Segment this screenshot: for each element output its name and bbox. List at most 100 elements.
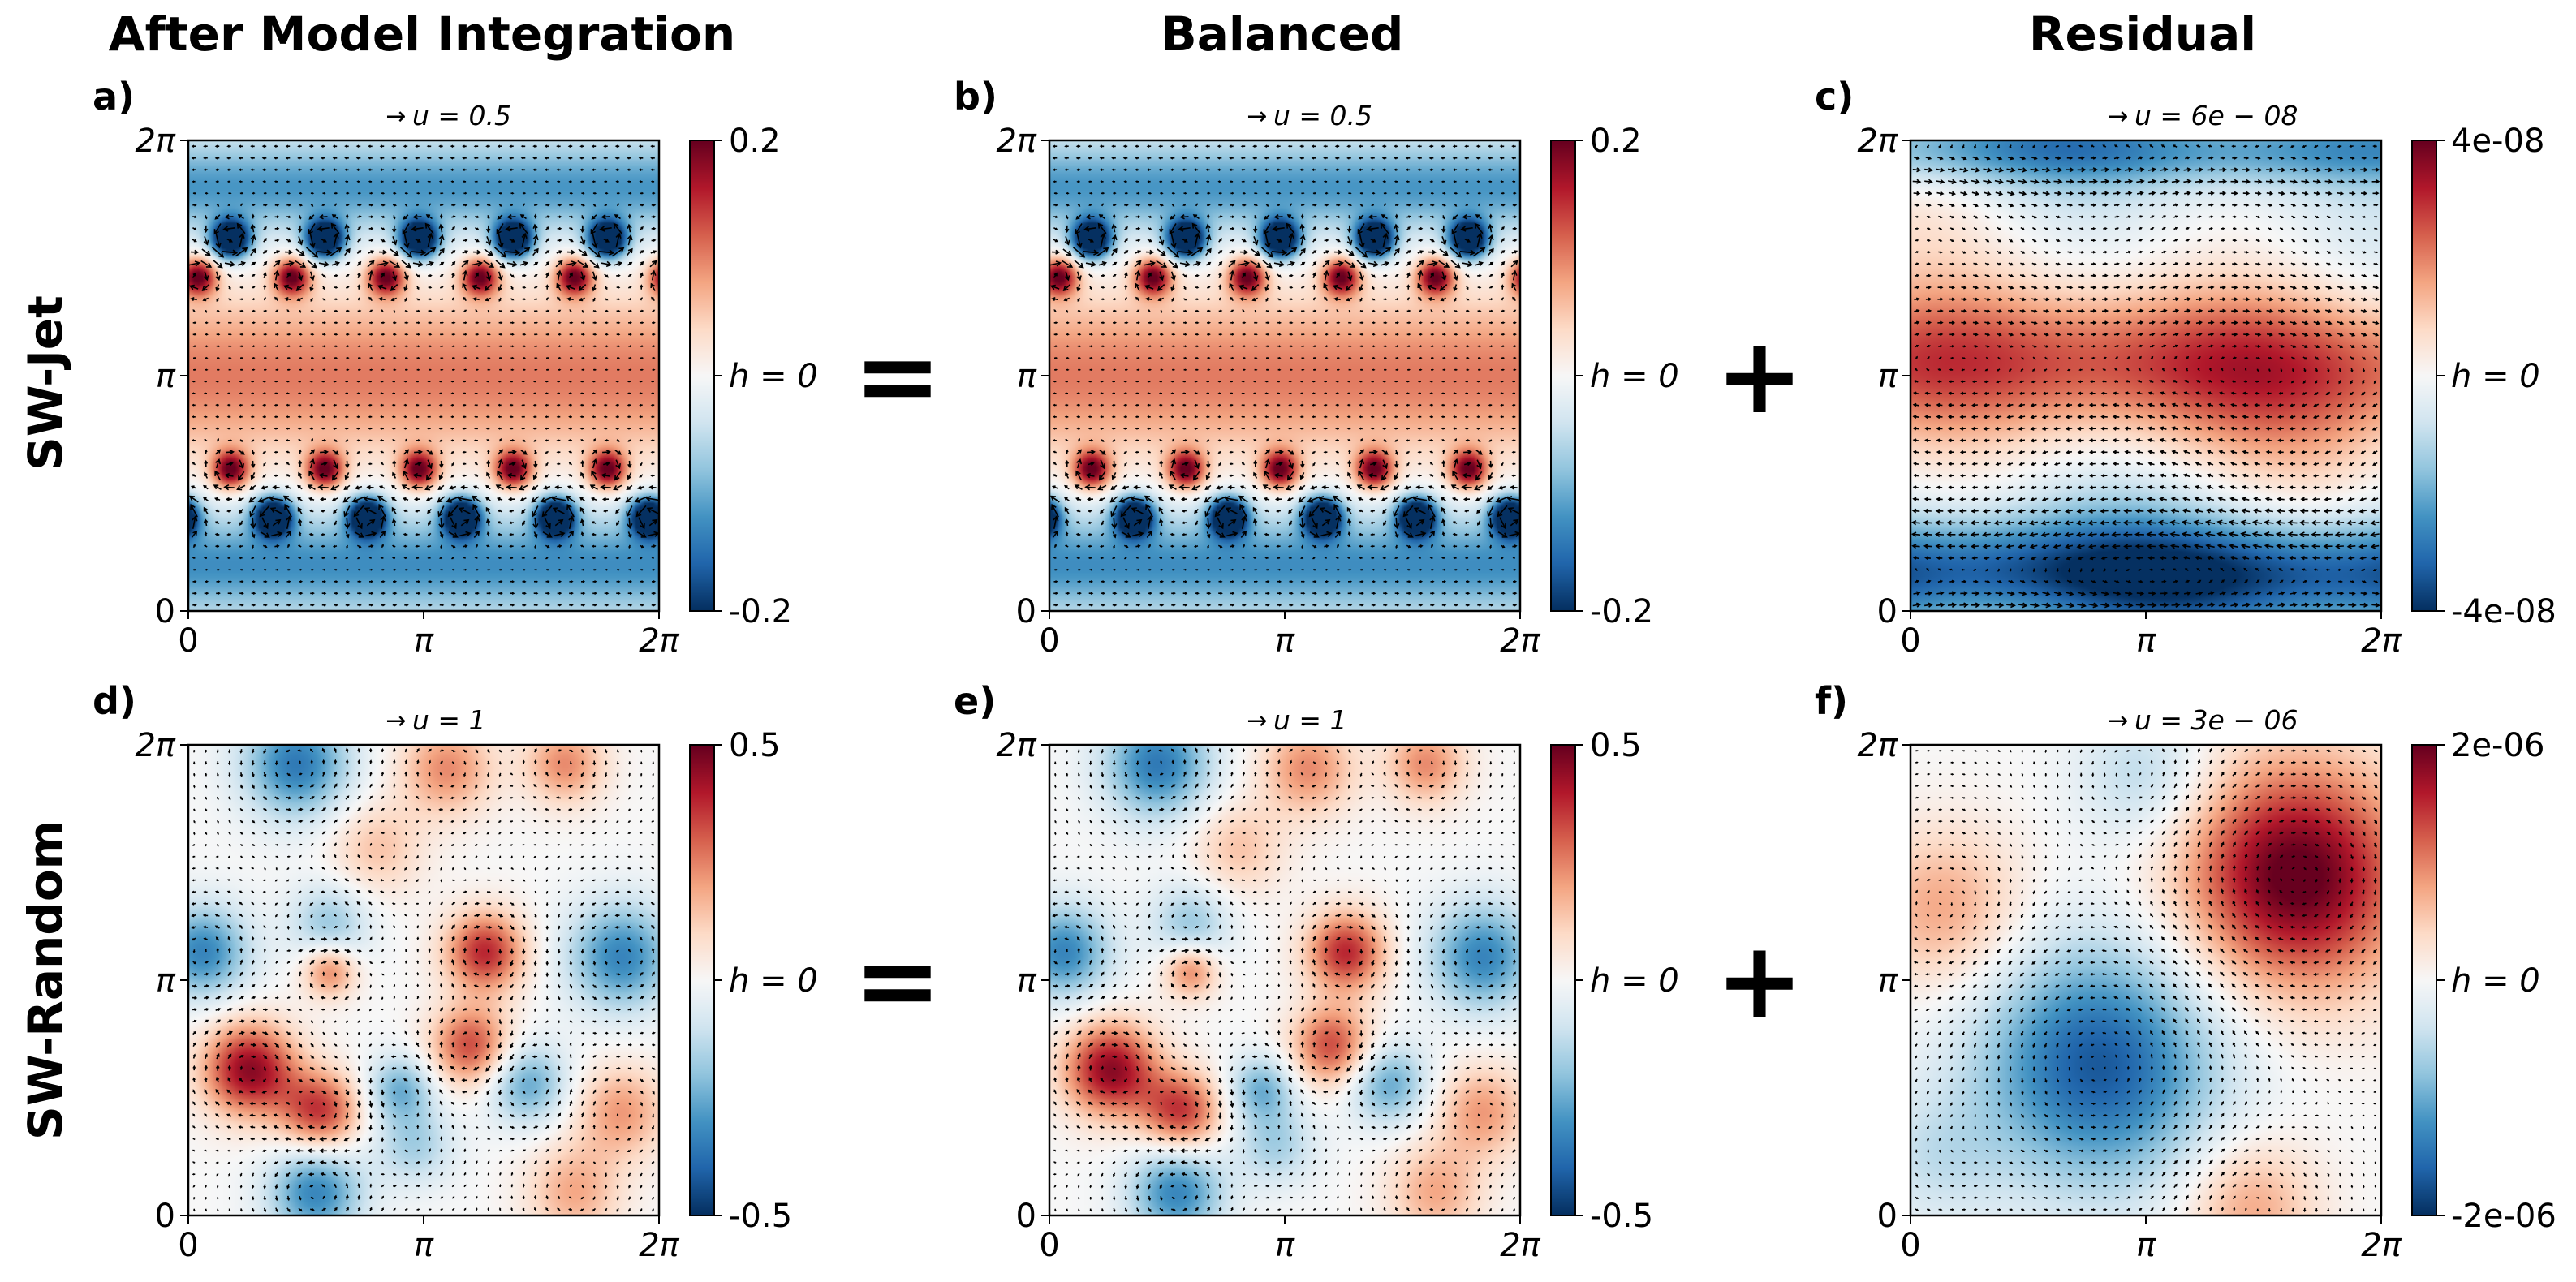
- heatmap-random: [188, 745, 659, 1215]
- colorbar: 0.2 h = 0 -0.2: [689, 123, 818, 630]
- colorbar-gradient: [1551, 745, 1575, 1215]
- panel-label: c): [1815, 75, 1854, 118]
- x-tick-label: 2π: [639, 1227, 679, 1264]
- quiver-key-label: u = 1: [1273, 704, 1347, 736]
- colorbar-gradient: [1551, 140, 1575, 611]
- quiver-key-label: u = 3e − 06: [2134, 704, 2298, 736]
- colorbar-tick-label: 0.2: [1590, 123, 1642, 160]
- x-tick-label: π: [1275, 1227, 1295, 1264]
- heatmap-random: [1049, 745, 1520, 1215]
- panel-b: 00 π π 2π 2π b) → u = 0.5 0.2 h = 0 -0.2: [954, 75, 1679, 660]
- colorbar-tick-label: h = 0: [2451, 358, 2540, 395]
- x-tick-label: 0: [1900, 622, 1920, 660]
- colorbar-tick-label: h = 0: [1590, 358, 1679, 395]
- quiver-arrows: [1052, 747, 1517, 1213]
- colorbar-gradient: [2412, 140, 2436, 611]
- panel-label: e): [954, 679, 996, 723]
- quiver-key-arrow: →: [2108, 707, 2128, 735]
- x-tick-label: 0: [178, 1227, 198, 1264]
- quiver-path: [1910, 144, 2380, 609]
- quiver-key-arrow: →: [2108, 102, 2128, 131]
- quiver-key-label: u = 1: [412, 704, 486, 736]
- x-tick-label: π: [1275, 622, 1295, 660]
- plus-sign: +: [1716, 314, 1804, 437]
- x-tick-label: 2π: [1500, 622, 1540, 660]
- x-tick-label: 0: [178, 622, 198, 660]
- quiver-key-label: u = 0.5: [412, 100, 511, 131]
- column-title-after-model-integration: After Model Integration: [108, 6, 736, 62]
- colorbar-tick-label: -4e-08: [2451, 593, 2557, 630]
- panel-label: a): [93, 75, 135, 118]
- colorbar: 0.5 h = 0 -0.5: [1550, 727, 1679, 1235]
- x-tick-label: π: [414, 622, 434, 660]
- colorbar-gradient: [2412, 745, 2436, 1215]
- quiver-key-arrow: →: [386, 707, 406, 735]
- y-tick-label: π: [156, 962, 176, 1000]
- x-tick-label: 0: [1900, 1227, 1920, 1264]
- x-tick-label: 2π: [2361, 622, 2402, 660]
- x-tick-label: 2π: [639, 622, 679, 660]
- y-tick-label: 0: [155, 593, 175, 630]
- quiver-key-arrow: →: [1247, 102, 1267, 131]
- y-tick-label: π: [156, 358, 176, 395]
- colorbar-tick-label: h = 0: [2451, 962, 2540, 1000]
- y-tick-label: π: [1017, 962, 1037, 1000]
- column-title-balanced: Balanced: [1161, 6, 1404, 62]
- y-tick-label: 0: [1877, 593, 1898, 630]
- quiver-arrows: [188, 144, 661, 607]
- x-tick-label: π: [2136, 622, 2156, 660]
- quiver-arrows: [1049, 144, 1522, 607]
- y-tick-label: 0: [1016, 593, 1036, 630]
- quiver-key-arrow: →: [1247, 707, 1267, 735]
- quiver-key-label: u = 6e − 08: [2134, 100, 2298, 131]
- colorbar-tick-label: 0.2: [729, 123, 781, 160]
- colorbar-tick-label: -0.2: [729, 593, 792, 630]
- x-tick-label: 2π: [2361, 1227, 2402, 1264]
- y-tick-label: 2π: [1857, 123, 1898, 160]
- y-tick-label: 2π: [135, 727, 175, 764]
- colorbar-tick-label: -0.5: [729, 1198, 792, 1235]
- heatmap-random_residual: [1910, 745, 2381, 1215]
- x-tick-label: 2π: [1500, 1227, 1540, 1264]
- y-tick-label: π: [1878, 358, 1898, 395]
- heatmap-jet_residual: [1910, 140, 2381, 611]
- colorbar-tick-label: 0.5: [729, 727, 781, 764]
- panel-label: b): [954, 75, 997, 118]
- colorbar-tick-label: 4e-08: [2451, 123, 2544, 160]
- colorbar: 4e-08 h = 0 -4e-08: [2411, 123, 2557, 630]
- colorbar-tick-label: -0.5: [1590, 1198, 1653, 1235]
- colorbar-tick-label: -2e-06: [2451, 1198, 2557, 1235]
- quiver-path: [1049, 144, 1522, 607]
- colorbar-tick-label: -0.2: [1590, 593, 1653, 630]
- y-tick-label: 0: [1016, 1198, 1036, 1235]
- quiver-path: [1913, 747, 2378, 1213]
- colorbar-tick-label: h = 0: [1590, 962, 1679, 1000]
- colorbar: 2e-06 h = 0 -2e-06: [2411, 727, 2557, 1235]
- colorbar-gradient: [690, 140, 714, 611]
- y-tick-label: π: [1878, 962, 1898, 1000]
- x-tick-label: π: [414, 1227, 434, 1264]
- y-tick-label: 2π: [996, 727, 1036, 764]
- quiver-arrows: [191, 747, 656, 1213]
- colorbar-gradient: [690, 745, 714, 1215]
- heatmap-jet: [188, 140, 659, 611]
- equals-sign: =: [854, 314, 942, 437]
- quiver-key-arrow: →: [386, 102, 406, 131]
- y-tick-label: 0: [155, 1198, 175, 1235]
- colorbar-tick-label: h = 0: [729, 358, 818, 395]
- y-tick-label: π: [1017, 358, 1037, 395]
- x-tick-label: π: [2136, 1227, 2156, 1264]
- equals-sign: =: [854, 918, 942, 1042]
- quiver-arrows: [1910, 144, 2380, 609]
- quiver-path: [188, 144, 661, 607]
- column-title-residual: Residual: [2028, 6, 2257, 62]
- colorbar: 0.2 h = 0 -0.2: [1550, 123, 1679, 630]
- x-tick-label: 0: [1039, 622, 1059, 660]
- y-tick-label: 2π: [1857, 727, 1898, 764]
- colorbar-tick-label: 0.5: [1590, 727, 1642, 764]
